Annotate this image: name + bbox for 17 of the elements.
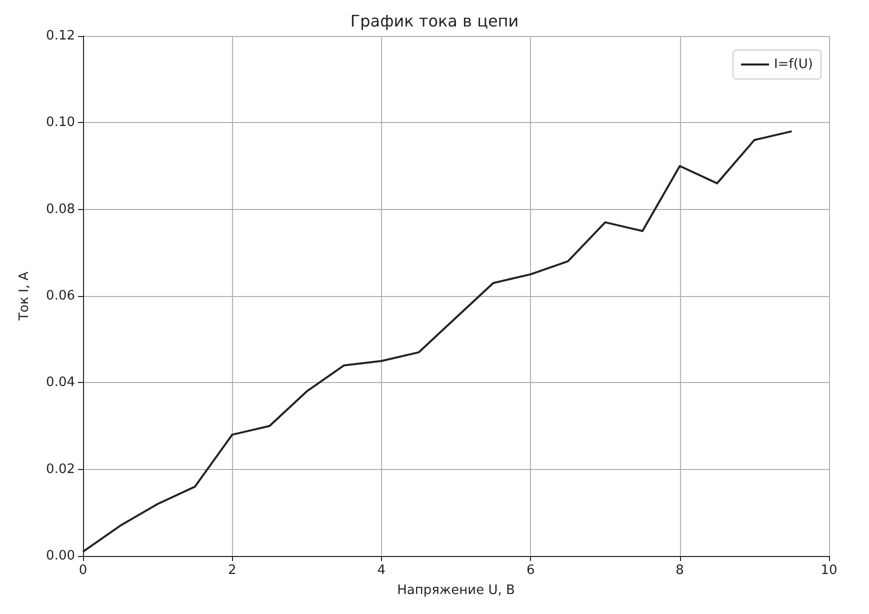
y-axis-title: Ток I, А (17, 271, 32, 322)
chart-title: График тока в цепи (350, 12, 519, 30)
y-tick-label: 0.04 (46, 375, 75, 390)
y-tick-label: 0.02 (46, 462, 75, 477)
x-tick-label: 6 (526, 563, 535, 578)
x-tick-label: 10 (820, 563, 838, 578)
y-tick-label: 0.12 (46, 28, 75, 44)
y-tick-label: 0.06 (46, 288, 75, 304)
legend-label: I=f(U) (774, 57, 814, 72)
x-tick-label: 2 (228, 563, 236, 578)
y-tick-label: 0.00 (46, 548, 75, 564)
x-axis-title: Напряжение U, В (397, 583, 515, 598)
y-tick-label: 0.10 (46, 115, 75, 130)
y-tick-label: 0.08 (46, 202, 75, 217)
x-tick-label: 4 (377, 563, 386, 578)
x-tick-label: 0 (78, 563, 88, 578)
x-tick-label: 8 (676, 563, 684, 578)
